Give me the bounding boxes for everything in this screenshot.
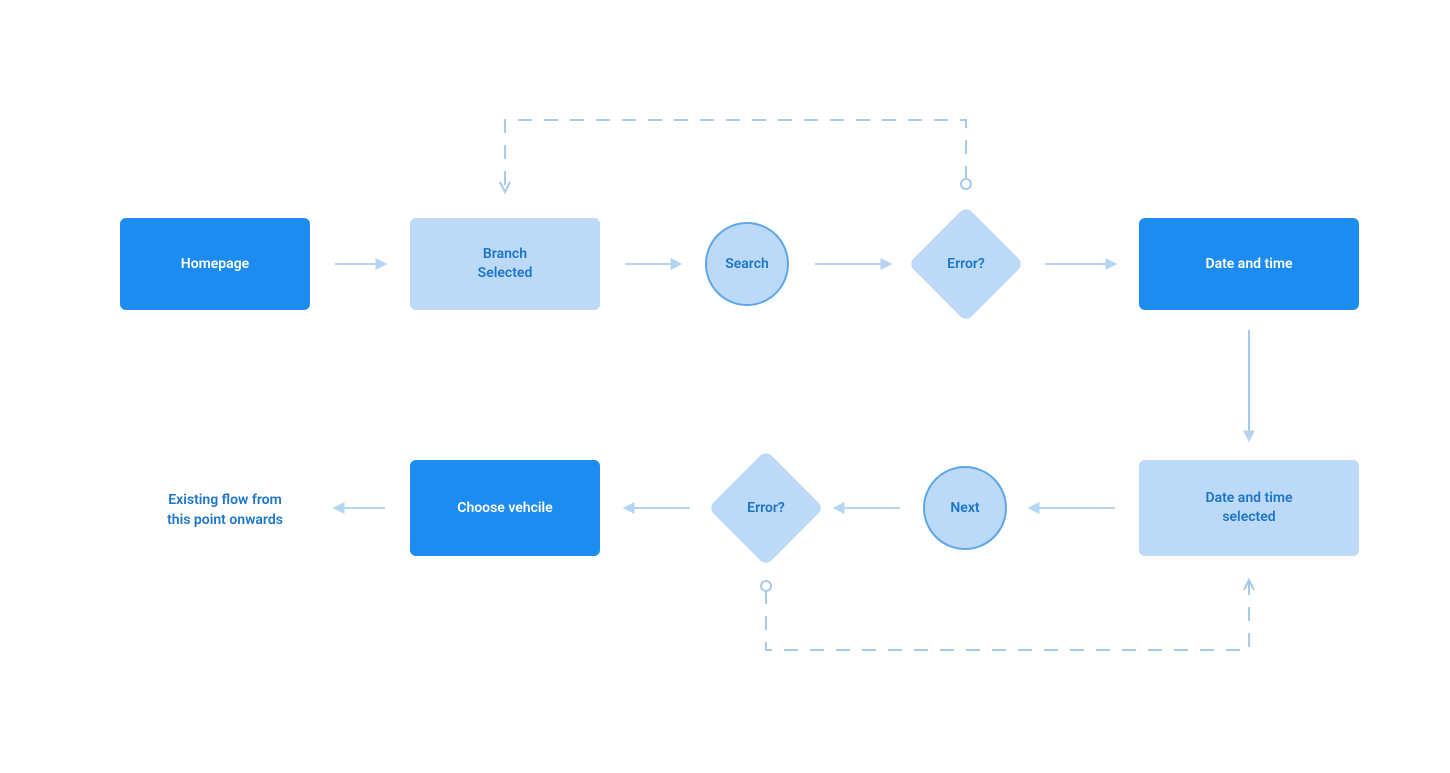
- dashed-edge-origin: [961, 179, 971, 189]
- node-date-and-time-label: Date and time: [1205, 255, 1292, 274]
- node-error-2: Error?: [725, 467, 807, 549]
- node-error-1: Error?: [925, 223, 1007, 305]
- dashed-edge: [505, 120, 966, 190]
- node-search: Search: [705, 222, 789, 306]
- node-error-1-label: Error?: [925, 223, 1007, 305]
- dashed-edge-arrowhead: [500, 182, 510, 192]
- edges-layer: [0, 0, 1450, 773]
- dashed-edge: [766, 582, 1249, 650]
- node-date-and-time: Date and time: [1139, 218, 1359, 310]
- flowchart-canvas: Homepage BranchSelected Search Error? Da…: [0, 0, 1450, 773]
- node-error-1-text: Error?: [947, 256, 985, 272]
- node-homepage: Homepage: [120, 218, 310, 310]
- existing-flow-label: Existing flow fromthis point onwards: [167, 492, 283, 528]
- dashed-edges-group: [500, 120, 1254, 650]
- node-error-2-text: Error?: [747, 500, 785, 516]
- existing-flow-text: Existing flow fromthis point onwards: [130, 490, 320, 531]
- node-homepage-label: Homepage: [181, 255, 249, 274]
- dashed-edge-arrowhead: [1244, 580, 1254, 590]
- node-error-2-label: Error?: [725, 467, 807, 549]
- node-choose-vehicle: Choose vehcile: [410, 460, 600, 556]
- node-choose-vehicle-label: Choose vehcile: [457, 499, 552, 518]
- node-branch-selected-label: BranchSelected: [478, 245, 533, 283]
- node-branch-selected: BranchSelected: [410, 218, 600, 310]
- node-search-label: Search: [725, 256, 769, 272]
- node-date-time-selected-label: Date and timeselected: [1205, 489, 1292, 527]
- dashed-edge-origin: [761, 581, 771, 591]
- node-date-time-selected: Date and timeselected: [1139, 460, 1359, 556]
- node-next: Next: [923, 466, 1007, 550]
- node-next-label: Next: [950, 500, 979, 516]
